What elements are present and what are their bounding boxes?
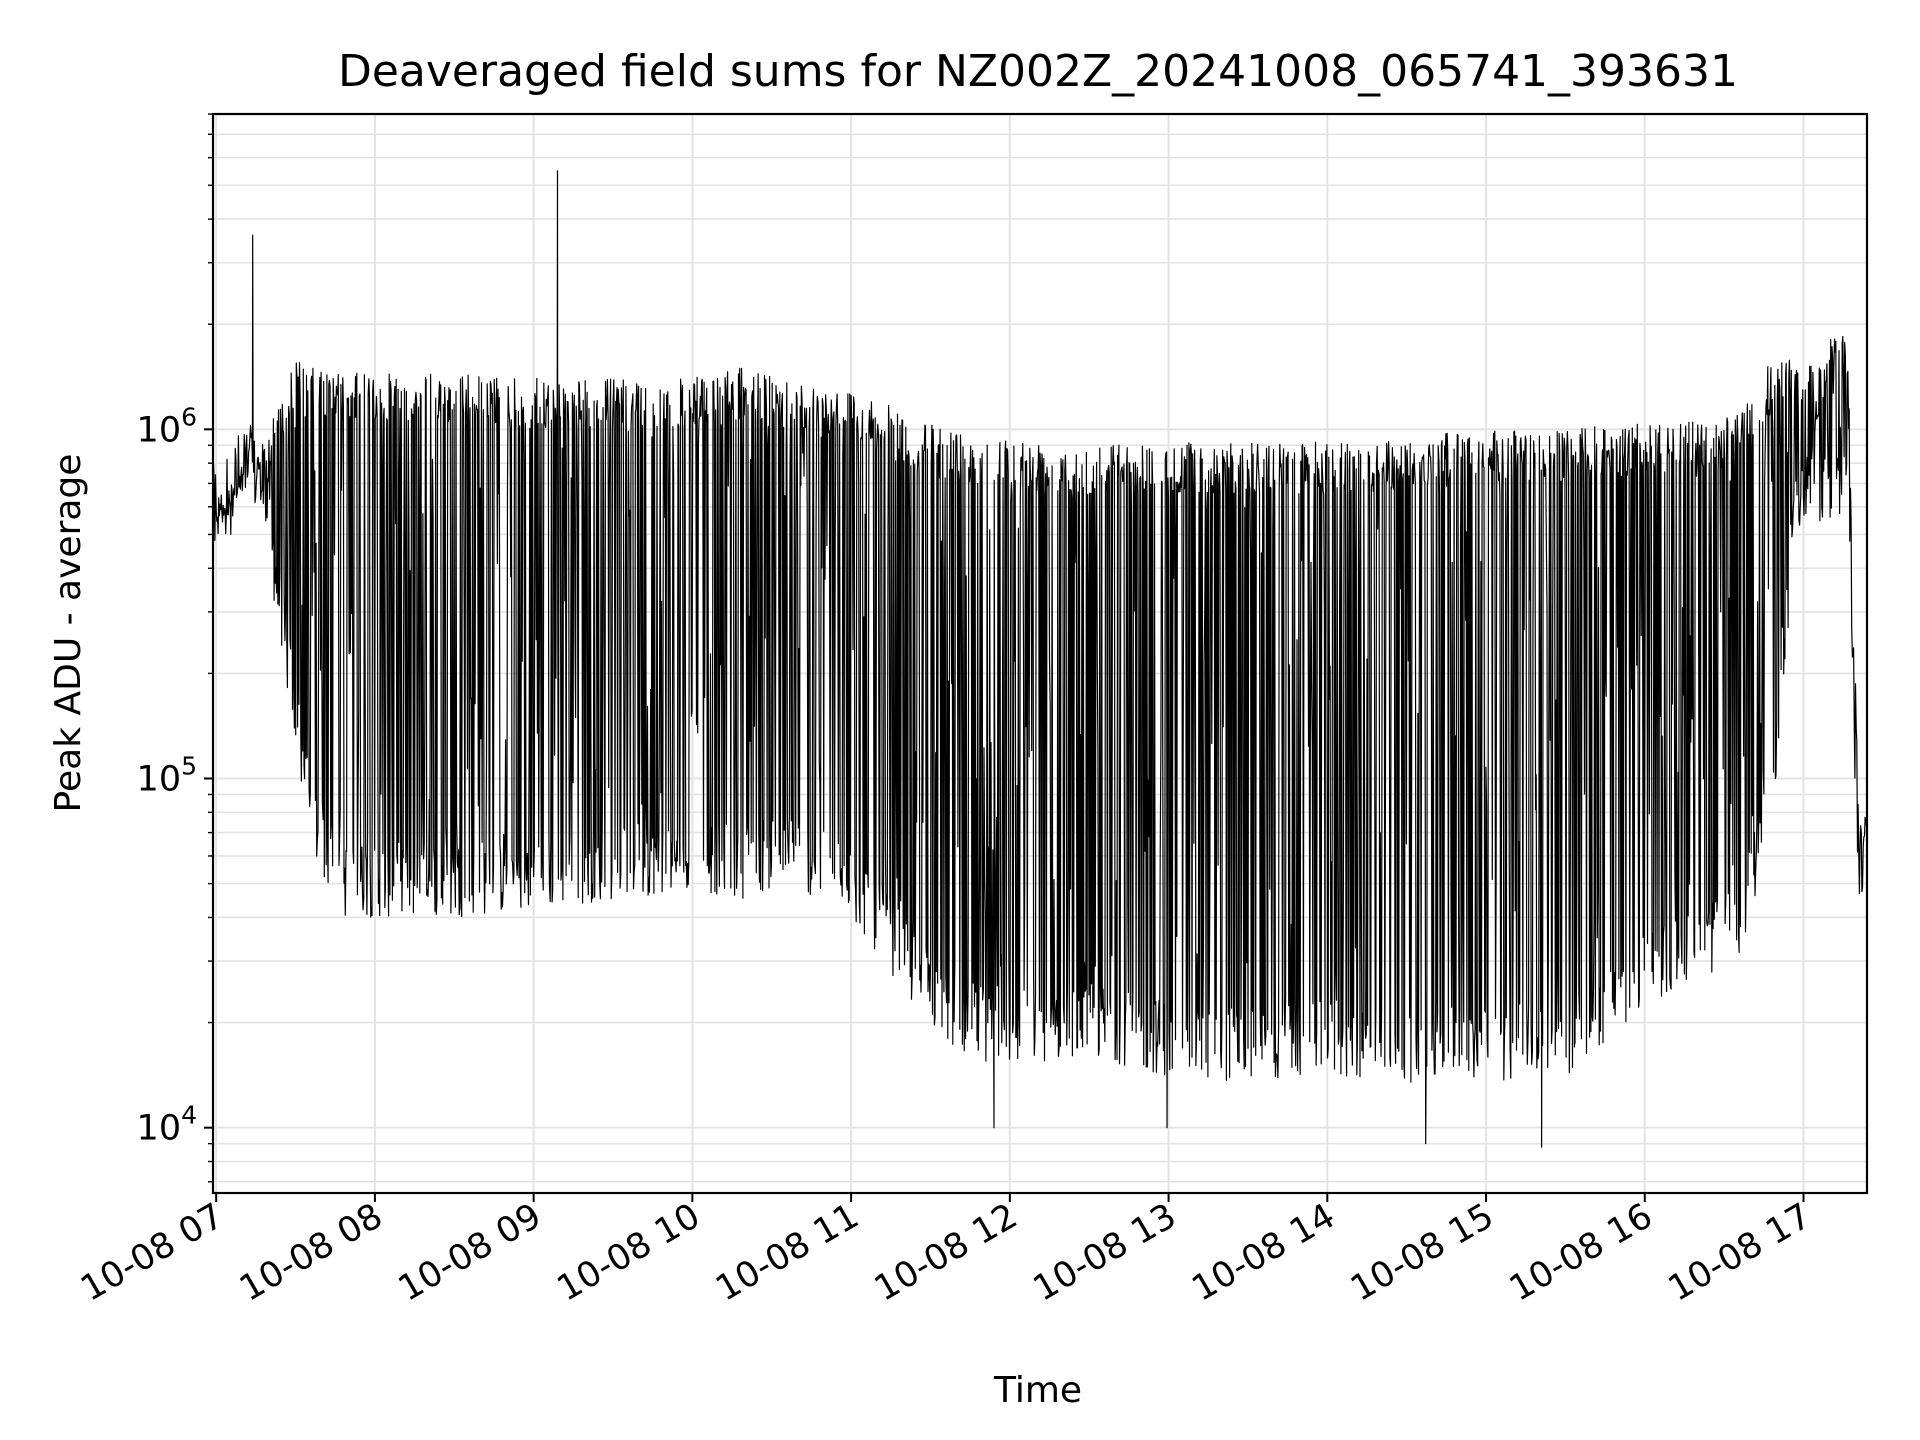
chart-title: Deaveraged field sums for NZ002Z_2024100… — [338, 46, 1738, 97]
data-series — [212, 170, 1868, 1148]
x-axis-label: Time — [993, 1370, 1082, 1411]
y-axis-label: Peak ADU - average — [48, 454, 89, 813]
y-axis: 104 105 106 — [137, 113, 213, 1183]
y-tick-label: 105 — [137, 752, 197, 800]
y-tick-label: 106 — [137, 402, 197, 450]
series-line — [212, 170, 1868, 1148]
y-tick-label: 104 — [137, 1101, 197, 1149]
plot-frame — [211, 112, 1869, 1195]
